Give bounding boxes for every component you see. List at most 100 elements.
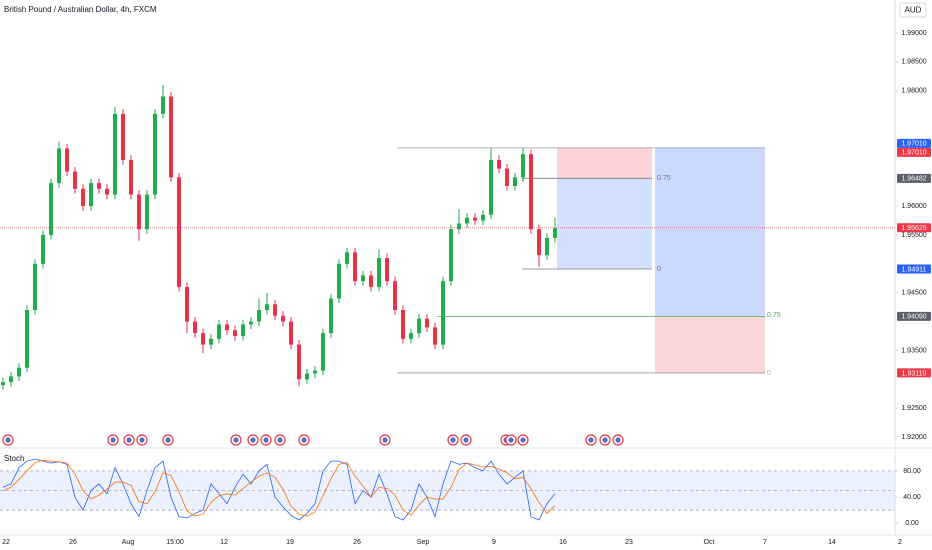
- candle-body: [225, 324, 229, 331]
- candle-body: [473, 217, 477, 221]
- candle-body: [249, 321, 253, 325]
- y-tick-label: 1.95500: [901, 232, 926, 239]
- x-tick-label: Aug: [122, 539, 135, 546]
- price-label-box: [897, 223, 931, 233]
- price-label-box: [897, 138, 931, 148]
- candle-body: [73, 171, 77, 189]
- candle-body: [273, 304, 277, 316]
- y-tick-label: 1.93500: [901, 347, 926, 354]
- candle-body: [193, 321, 197, 334]
- x-tick-label: 22: [2, 539, 10, 546]
- price-label: 1.94090: [901, 314, 926, 321]
- candle-body: [217, 324, 221, 339]
- candle-body: [425, 318, 429, 328]
- stoch-y-tick-label: 40.00: [903, 494, 921, 501]
- candle-body: [169, 96, 173, 178]
- candle-body: [161, 96, 165, 114]
- y-tick-label: 1.99000: [901, 30, 926, 37]
- x-tick-label: 9: [492, 539, 496, 546]
- event-icon-inner: [126, 437, 132, 443]
- event-icon-inner: [602, 437, 608, 443]
- candle-body: [417, 318, 421, 334]
- price-label-box: [897, 264, 931, 274]
- candle-body: [105, 188, 109, 195]
- candle-body: [49, 183, 53, 235]
- candle-body: [377, 258, 381, 287]
- candle-body: [97, 183, 101, 189]
- candle-body: [457, 223, 461, 230]
- event-icon-inner: [250, 437, 256, 443]
- x-tick-label: 16: [559, 539, 567, 546]
- event-icon-inner: [277, 437, 283, 443]
- candle-body: [321, 333, 325, 371]
- candle-body: [433, 327, 437, 345]
- candle-body: [393, 281, 397, 311]
- candle-body: [441, 281, 445, 345]
- candle-body: [89, 183, 93, 207]
- candle-body: [177, 177, 181, 287]
- event-icon-inner: [233, 437, 239, 443]
- candle-body: [17, 367, 21, 377]
- chart-title: British Pound / Australian Dollar, 4h, F…: [4, 5, 157, 14]
- short-target-zone: [557, 178, 652, 269]
- x-tick-label: 12: [220, 539, 228, 546]
- x-tick-label: 26: [353, 539, 361, 546]
- x-tick-label: Sep: [417, 539, 430, 546]
- candle-body: [201, 333, 205, 345]
- currency-button[interactable]: [899, 2, 927, 18]
- candle-body: [345, 252, 349, 264]
- candle-body: [553, 228, 557, 238]
- event-icon-inner: [463, 437, 469, 443]
- candle-body: [489, 159, 493, 215]
- price-label: 1.94911: [902, 266, 927, 273]
- price-label-box: [897, 311, 931, 321]
- x-tick-label: 14: [828, 539, 836, 546]
- y-tick-label: 1.94500: [901, 290, 926, 297]
- y-tick-label: 1.92000: [901, 434, 926, 441]
- candle-body: [33, 263, 37, 311]
- candle-body: [313, 370, 317, 374]
- stoch-line: [2, 458, 556, 521]
- candle-body: [121, 113, 125, 160]
- candle-body: [209, 338, 213, 345]
- price-label: 1.96482: [901, 176, 926, 183]
- candle-body: [513, 177, 517, 186]
- candle-body: [297, 344, 301, 380]
- stoch-y-tick-label: 0.00: [905, 520, 919, 527]
- stoch-line: [2, 460, 556, 517]
- candle-body: [369, 275, 373, 287]
- price-label: 1.97010: [901, 141, 926, 148]
- candle-body: [409, 333, 413, 339]
- x-tick-label: 15:00: [166, 539, 184, 546]
- candle-body: [113, 113, 117, 195]
- candle-body: [545, 237, 549, 256]
- candle-body: [65, 148, 69, 172]
- event-icon-inner: [5, 437, 11, 443]
- long-stop-zone: [655, 316, 765, 373]
- long-entry-label: 0.75: [767, 312, 781, 319]
- price-label: 1.95625: [901, 225, 926, 232]
- event-icon-inner: [588, 437, 594, 443]
- event-icon-inner: [520, 437, 526, 443]
- candle-body: [481, 214, 485, 221]
- x-tick-label: 23: [625, 539, 633, 546]
- event-icon-inner: [382, 437, 388, 443]
- candle-body: [137, 194, 141, 230]
- candle-body: [129, 159, 133, 195]
- y-tick-label: 1.98000: [901, 88, 926, 95]
- candle-body: [385, 258, 389, 282]
- candle-body: [465, 217, 469, 224]
- candle-body: [537, 229, 541, 256]
- currency-label[interactable]: AUD: [905, 6, 922, 15]
- candle-body: [25, 310, 29, 368]
- candle-body: [529, 154, 533, 230]
- candle-body: [41, 234, 45, 264]
- y-tick-label: 1.92500: [901, 405, 926, 412]
- indicator-title: Stoch: [4, 454, 24, 463]
- x-tick-label: Oct: [704, 539, 715, 546]
- candle-body: [153, 113, 157, 195]
- candle-body: [265, 304, 269, 311]
- candle-body: [497, 159, 501, 169]
